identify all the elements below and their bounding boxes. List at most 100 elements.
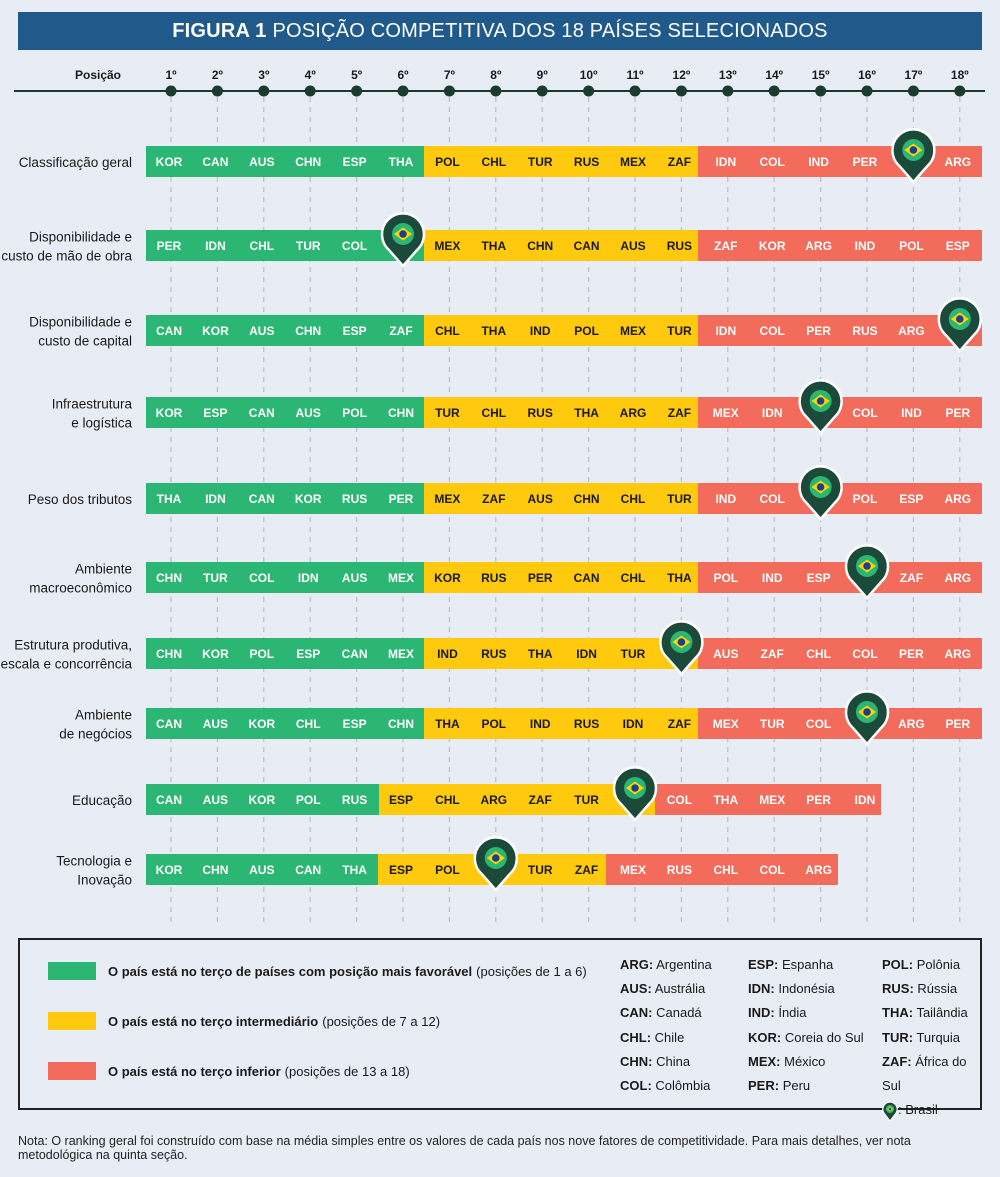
country-cell: KOR	[248, 717, 275, 731]
country-cell: RUS	[481, 571, 506, 585]
country-cell: IDN	[715, 155, 736, 169]
country-cell: ARG	[898, 717, 925, 731]
legend-top-bold: O país está no terço de países com posiç…	[108, 963, 473, 979]
country-cell: IND	[762, 571, 783, 585]
country-cell: RUS	[481, 647, 506, 661]
country-cell: ESP	[389, 793, 413, 807]
country-cell: ESP	[343, 324, 367, 338]
country-cell: CHL	[481, 406, 506, 420]
country-cell: CHN	[527, 239, 553, 253]
tier-bar-low	[698, 315, 982, 346]
country-cell: THA	[157, 492, 182, 506]
abbr-tur: TUR: Turquia	[882, 1029, 961, 1045]
tier-bar-top	[146, 146, 424, 177]
country-cell: CAN	[156, 717, 182, 731]
position-tick-7: 7º	[444, 68, 456, 82]
tier-bar-mid	[379, 784, 655, 815]
tier-bar-mid	[424, 397, 698, 428]
legend-mid-bold: O país está no terço intermediário	[108, 1013, 319, 1029]
tier-bar-top	[146, 784, 379, 815]
position-dot-17	[907, 85, 919, 97]
country-cell: MEX	[713, 717, 739, 731]
position-dot-15	[815, 85, 827, 97]
position-tick-11: 11º	[626, 68, 644, 82]
country-cell: MEX	[434, 492, 460, 506]
position-dot-10	[583, 85, 595, 97]
tier-bar-mid	[424, 638, 698, 669]
tier-bar-top	[146, 397, 424, 428]
country-cell: ARG	[944, 155, 971, 169]
country-cell: COL	[852, 647, 877, 661]
country-cell: THA	[342, 863, 367, 877]
position-dot-13	[722, 85, 734, 97]
tier-bar-low	[698, 230, 982, 261]
row-label: Peso dos tributos	[28, 492, 133, 507]
country-cell: TUR	[435, 406, 460, 420]
country-cell: CHN	[202, 863, 228, 877]
country-cell: MEX	[620, 155, 646, 169]
country-cell: TUR	[667, 324, 692, 338]
country-cell: ESP	[203, 406, 227, 420]
country-cell: THA	[574, 406, 599, 420]
figure-title: FIGURA 1 POSIÇÃO COMPETITIVA DOS 18 PAÍS…	[18, 12, 982, 50]
country-cell: ZAF	[900, 571, 923, 585]
brazil-marker-icon	[891, 128, 936, 184]
row-label: Ambiente	[75, 708, 132, 723]
position-dot-12	[675, 85, 687, 97]
position-tick-10: 10º	[580, 68, 598, 82]
country-cell: POL	[435, 863, 460, 877]
country-cell: CHL	[435, 793, 460, 807]
legend-swatch-top	[48, 962, 96, 980]
country-cell: ARG	[480, 793, 507, 807]
brazil-marker-icon	[380, 212, 426, 268]
country-cell: PER	[528, 571, 553, 585]
country-cell: CAN	[202, 155, 228, 169]
abbr-per: PER: Peru	[748, 1078, 811, 1094]
row-label: Classificação geral	[19, 155, 132, 170]
country-cell: CAN	[295, 863, 321, 877]
country-cell: ZAF	[668, 406, 691, 420]
country-cell: CAN	[574, 239, 600, 253]
tier-bar-top	[146, 708, 424, 739]
position-dot-9	[536, 85, 548, 97]
country-cell: ESP	[343, 717, 367, 731]
abbr-mex: MEX: México	[748, 1053, 826, 1069]
tier-bar-mid	[424, 562, 698, 593]
country-cell: THA	[435, 717, 460, 731]
row-label: Educação	[72, 793, 132, 808]
country-cell: COL	[667, 793, 692, 807]
row-label: escala e concorrência	[1, 657, 133, 672]
row-label: e logística	[71, 416, 132, 431]
abbreviation-column-3: POL: Polônia RUS: Rússia THA: Tailândia …	[882, 953, 980, 1122]
country-cell: AUS	[342, 571, 367, 585]
footnote: Nota: O ranking geral foi construído com…	[18, 1134, 911, 1162]
position-tick-9: 9º	[537, 68, 549, 82]
row-label: custo de mão de obra	[1, 249, 132, 264]
tier-bar-mid	[424, 230, 698, 261]
abbr-ind: IND: Índia	[748, 1005, 807, 1021]
tier-bar-top	[146, 854, 378, 885]
country-cell: POL	[481, 717, 506, 731]
country-cell: ESP	[389, 863, 413, 877]
brazil-marker-icon	[798, 465, 843, 521]
country-cell: THA	[481, 324, 506, 338]
country-cell: ZAF	[575, 863, 598, 877]
tier-bar-mid	[424, 708, 698, 739]
country-cell: ZAF	[482, 492, 505, 506]
country-cell: IND	[530, 717, 551, 731]
country-cell: ZAF	[389, 324, 412, 338]
country-cell: ARG	[944, 492, 971, 506]
country-cell: CHL	[481, 155, 506, 169]
country-cell: ESP	[343, 155, 367, 169]
row-label: Ambiente	[75, 562, 132, 577]
legend-item-top: O país está no terço de países com posiç…	[48, 962, 587, 980]
country-cell: IDN	[205, 239, 226, 253]
competitiveness-chart: Posição 1º 2º 3º 4º 5º 6º 7º 8º 9º 10º 11º 12º 13º 14º…	[1, 68, 985, 925]
country-cell: COL	[760, 324, 785, 338]
abbr-chl: CHL: Chile	[620, 1029, 685, 1045]
country-cell: THA	[481, 239, 506, 253]
country-cell: ARG	[944, 647, 971, 661]
country-cell: COL	[760, 155, 785, 169]
brazil-marker-icon	[659, 620, 704, 676]
tier-bar-low	[698, 146, 982, 177]
